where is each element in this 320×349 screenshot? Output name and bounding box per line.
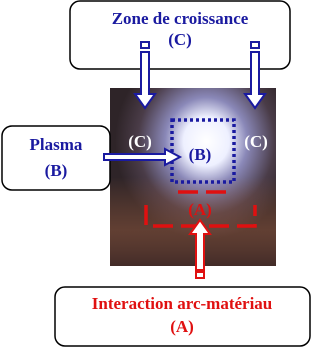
diagram: Zone de croissance (C) Plasma (B) (C) (C… (0, 0, 312, 349)
photo (110, 88, 276, 266)
box-label: (B) (45, 161, 68, 180)
box-label: (A) (170, 317, 194, 336)
image-label: (C) (128, 132, 152, 151)
box-title: Zone de croissance (112, 9, 249, 28)
box-title: Interaction arc-matériau (92, 294, 273, 313)
image-label: (B) (189, 145, 212, 164)
image-label: (C) (244, 132, 268, 151)
box-title: Plasma (30, 135, 83, 154)
box-label: (C) (168, 30, 192, 49)
image-label: (A) (188, 200, 212, 219)
